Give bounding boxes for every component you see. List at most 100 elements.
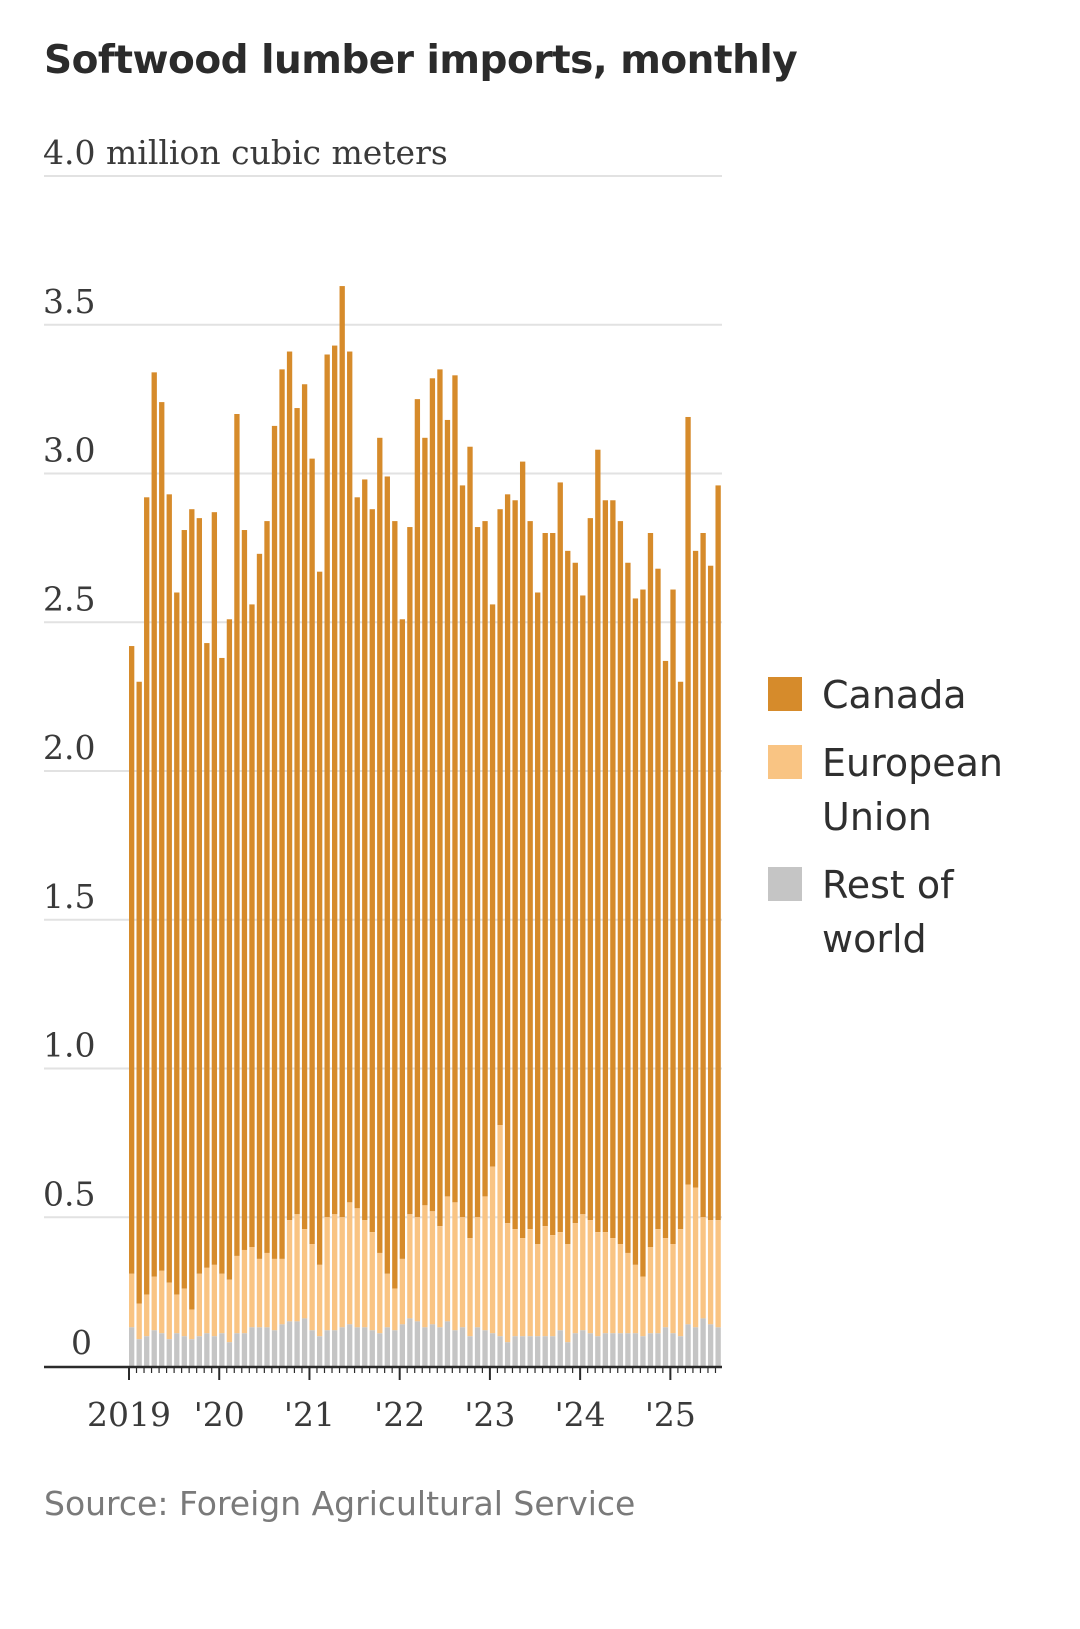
- bar-canada: [482, 521, 488, 1197]
- bar-rest: [211, 1336, 218, 1366]
- bar-canada: [174, 592, 180, 1295]
- bar-canada: [159, 402, 165, 1271]
- bar-canada: [610, 500, 616, 1239]
- bar-rest: [407, 1318, 413, 1366]
- bar-eu: [316, 1264, 323, 1337]
- bar-eu: [512, 1229, 518, 1337]
- eu-swatch: [768, 745, 802, 779]
- bar-canada: [316, 571, 323, 1265]
- bar-rest: [557, 1330, 563, 1366]
- y-tick-label: 3.5: [43, 282, 95, 321]
- bar-canada: [602, 500, 609, 1233]
- bar-canada: [151, 372, 157, 1277]
- bar-rest: [519, 1336, 526, 1366]
- bar-eu: [241, 1249, 248, 1334]
- bar-rest: [707, 1324, 714, 1366]
- bar-eu: [377, 1252, 383, 1334]
- bar-canada: [580, 595, 586, 1215]
- y-tick-label: 1.0: [43, 1026, 95, 1065]
- y-axis-labels: 0 0.5 1.0 1.5 2.0 2.5 3.0 3.5 4.0 million cubic …: [43, 133, 448, 1362]
- bar-eu: [414, 1217, 421, 1322]
- bar-eu: [339, 1217, 345, 1328]
- bar-canada: [504, 494, 511, 1224]
- bar-rest: [181, 1336, 187, 1366]
- bar-rest: [542, 1336, 548, 1366]
- bar-canada: [234, 414, 240, 1256]
- bar-rest: [144, 1336, 150, 1366]
- bar-eu: [286, 1220, 293, 1322]
- bar-rest: [136, 1339, 142, 1366]
- bar-eu: [610, 1238, 616, 1334]
- bar-canada: [377, 437, 383, 1253]
- bar-eu: [459, 1217, 466, 1328]
- bar-eu: [354, 1208, 360, 1328]
- x-tick-label: '21: [284, 1395, 335, 1434]
- bar-rest: [662, 1327, 669, 1366]
- bar-canada: [309, 458, 315, 1245]
- bar-rest: [647, 1333, 654, 1366]
- y-tick-label: 0.5: [43, 1174, 95, 1213]
- bar-eu: [249, 1247, 255, 1328]
- bar-rest: [301, 1318, 308, 1366]
- bar-eu: [444, 1196, 451, 1322]
- x-tick-label: '23: [464, 1395, 515, 1434]
- bar-eu: [535, 1244, 541, 1337]
- bar-canada: [565, 550, 571, 1245]
- bar-eu: [707, 1220, 714, 1325]
- bar-canada: [392, 521, 398, 1289]
- bar-rest: [632, 1333, 639, 1366]
- bar-rest: [595, 1336, 601, 1366]
- grid-lines: [44, 175, 722, 1219]
- bar-rest: [377, 1333, 383, 1366]
- bar-canada: [550, 533, 556, 1236]
- bar-canada: [129, 646, 135, 1274]
- bar-canada: [700, 533, 706, 1218]
- bar-canada: [286, 351, 293, 1221]
- bar-rest: [316, 1336, 323, 1366]
- bar-canada: [640, 589, 646, 1277]
- bar-eu: [189, 1309, 195, 1340]
- bar-rest: [610, 1333, 616, 1366]
- bar-eu: [279, 1258, 285, 1325]
- bar-eu: [437, 1226, 443, 1328]
- bar-eu: [181, 1288, 187, 1337]
- bar-rest: [459, 1327, 466, 1366]
- bar-rest: [159, 1333, 165, 1366]
- bar-rest: [219, 1333, 225, 1366]
- bar-eu: [550, 1235, 556, 1337]
- bar-rest: [452, 1330, 458, 1366]
- bar-rest: [422, 1327, 428, 1366]
- bar-rest: [339, 1327, 345, 1366]
- bar-canada: [219, 657, 225, 1274]
- legend-label-canada: Canada: [822, 673, 967, 717]
- bar-eu: [392, 1288, 398, 1331]
- bar-eu: [640, 1276, 646, 1337]
- legend: Canada European Union Rest of world: [768, 668, 1068, 980]
- bar-canada: [617, 521, 624, 1245]
- bar-canada: [437, 369, 443, 1227]
- bar-rest: [264, 1327, 270, 1366]
- bar-canada: [527, 521, 533, 1230]
- bar-canada: [595, 449, 601, 1233]
- bar-canada: [685, 416, 691, 1185]
- bar-eu: [452, 1202, 458, 1331]
- bar-canada: [414, 399, 421, 1218]
- bar-eu: [565, 1244, 571, 1343]
- bar-rest: [474, 1327, 481, 1366]
- bar-eu: [369, 1232, 375, 1331]
- bar-canada: [384, 476, 390, 1274]
- bar-canada: [444, 419, 451, 1197]
- bar-eu: [347, 1202, 353, 1325]
- bar-eu: [715, 1220, 721, 1328]
- bar-eu: [670, 1244, 676, 1334]
- bar-canada: [211, 512, 218, 1265]
- bar-rest: [640, 1336, 646, 1366]
- bar-rest: [354, 1327, 360, 1366]
- bar-eu: [685, 1184, 691, 1325]
- bar-eu: [647, 1247, 654, 1334]
- bar-eu: [692, 1187, 699, 1328]
- bar-canada: [181, 530, 187, 1289]
- bar-rest: [324, 1330, 330, 1366]
- bar-canada: [189, 509, 195, 1310]
- legend-item-canada: Canada: [768, 668, 1068, 722]
